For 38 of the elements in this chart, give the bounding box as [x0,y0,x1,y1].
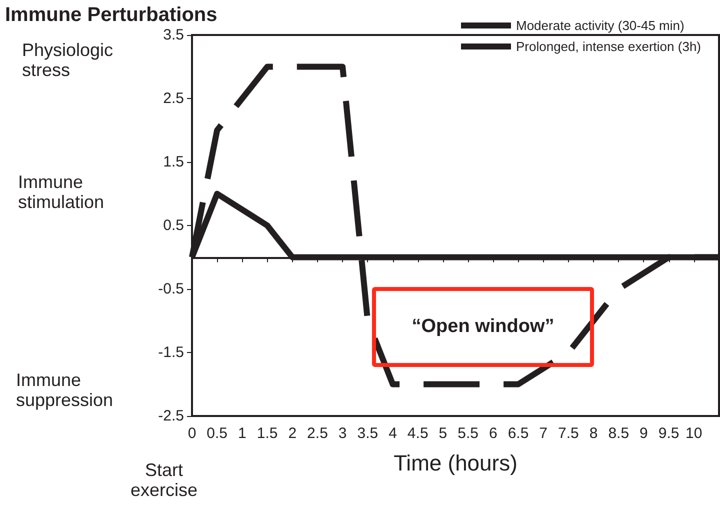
y-tick-label: -2.5 [158,408,184,424]
x-tick-label: 10 [686,425,702,442]
y-tick-label: -1.5 [158,344,184,361]
x-tick-label: 9 [640,425,648,442]
y-tick-label: 3.5 [163,26,184,44]
y-tick-label: 2.5 [163,90,184,107]
x-tick-label: 3.5 [357,425,378,442]
x-tick-label: 2.5 [307,425,328,442]
outline-box: “Open window” [372,287,594,367]
x-tick-label: 6.5 [508,425,529,442]
x-tick-label: 8 [589,425,598,442]
x-tick-label: 8.5 [608,425,630,442]
legend-label: Moderate activity (30-45 min) [516,18,684,33]
y-tick-label: 0.5 [163,217,184,234]
x-tick-label: 1.5 [256,425,278,442]
y-tick-label: -0.5 [158,280,184,298]
x-tick-label: 4 [388,425,397,442]
legend-label: Prolonged, intense exertion (3h) [516,39,702,54]
x-tick-label: 7.5 [558,425,579,442]
text: Immune suppression [16,370,114,410]
chart-title: Immune Perturbations [5,4,218,26]
x-tick-label: 0 [188,425,196,442]
x-tick-label: 0.5 [206,425,228,442]
x-tick-label: 1 [238,425,246,442]
text: Immune stimulation [18,172,106,212]
y-tick-label: 1.5 [163,154,184,170]
x-tick-label: 9.5 [658,425,680,442]
text: Start exercise [129,460,199,500]
x-tick-label: 5 [438,425,448,442]
x-tick-label: 6 [488,425,498,442]
x-tick-label: 3 [338,425,347,442]
x-axis-title: Time (hours) [394,450,518,476]
x-tick-label: 5.5 [458,425,478,442]
annotation: “Open window” [412,316,554,338]
text: Physiologic stress [22,40,114,80]
x-tick-label: 2 [288,425,297,442]
x-tick-label: 4.5 [407,425,428,442]
x-tick-label: 7 [539,425,548,442]
